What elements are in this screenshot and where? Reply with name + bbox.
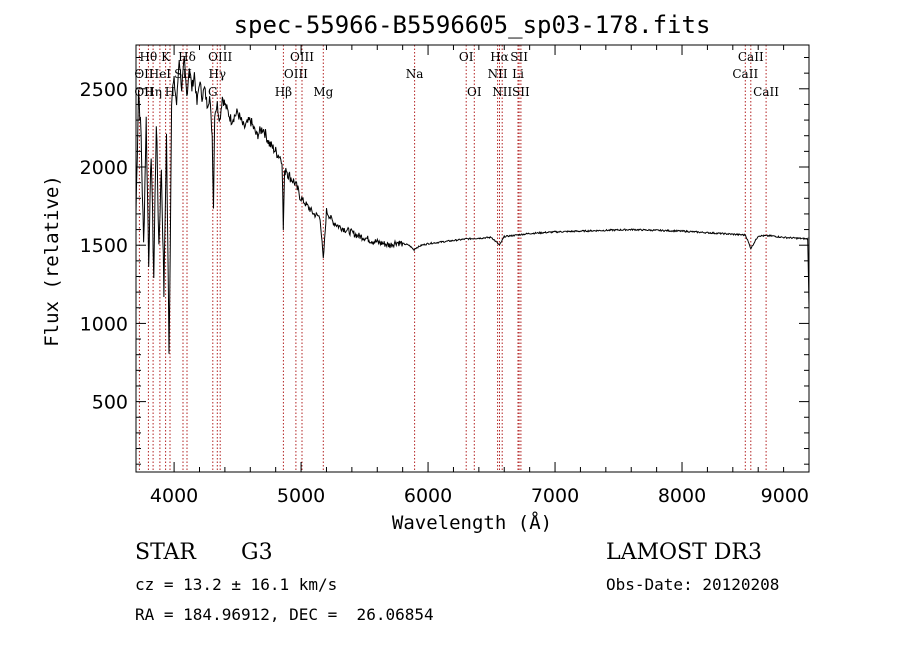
emission-line-label: Hγ (208, 67, 226, 81)
emission-line-label: OI (467, 85, 482, 99)
emission-line-label: Li (512, 67, 524, 81)
emission-line-label: Hθ (140, 50, 158, 64)
y-tick-label: 1500 (80, 235, 128, 257)
emission-line-label: CaII (732, 67, 758, 81)
emission-line-label: SII (512, 85, 530, 99)
emission-line-label: OIII (284, 67, 308, 81)
emission-line-label: H (165, 85, 175, 99)
axis-ticks: 4000 5000 6000 7000 8000 9000 500 1000 1500 2000 2… (80, 45, 810, 507)
emission-line-label: OIII (208, 50, 232, 64)
emission-line-label: HeI (149, 67, 172, 81)
emission-line-markers (138, 45, 767, 472)
emission-line-label: OII (134, 67, 154, 81)
chart-title: spec-55966-B5596605_sp03-178.fits (234, 11, 711, 39)
emission-line-label: K (161, 50, 171, 64)
emission-line-label: Hα (490, 50, 509, 64)
plot-frame (135, 44, 810, 473)
y-tick-label: 2000 (80, 157, 128, 179)
object-class: STAR (135, 540, 196, 565)
emission-line-label: SII (174, 67, 192, 81)
emission-line-label: OIII (290, 50, 314, 64)
series-layer (135, 55, 810, 354)
emission-line-label: Hδ (178, 50, 196, 64)
survey-name: LAMOST DR3 (606, 540, 762, 565)
x-tick-label: 8000 (658, 485, 706, 507)
x-axis-label: Wavelength (Å) (392, 511, 552, 534)
y-tick-label: 2500 (80, 79, 128, 101)
emission-line-label: NII (488, 67, 508, 81)
y-tick-label: 500 (92, 392, 128, 414)
emission-line-label: CaII (738, 50, 764, 64)
emission-line-label: OII (134, 85, 154, 99)
object-subclass: G3 (241, 540, 273, 565)
emission-line-label: SII (510, 50, 528, 64)
emission-line-label: Na (406, 67, 424, 81)
emission-line-label: Hβ (275, 85, 292, 99)
emission-line-label: Hη (144, 85, 162, 99)
y-tick-label: 1000 (80, 313, 128, 335)
spectrum-line (135, 55, 810, 354)
emission-line-label: NII (492, 85, 512, 99)
redshift-readout: cz = 13.2 ± 16.1 km/s (135, 575, 338, 594)
coordinates: RA = 184.96912, DEC = 26.06854 (135, 605, 434, 624)
emission-line-label: OI (459, 50, 474, 64)
obs-date: Obs-Date: 20120208 (606, 575, 780, 594)
x-tick-label: 6000 (404, 485, 452, 507)
x-tick-label: 7000 (531, 485, 579, 507)
y-axis-label: Flux (relative) (41, 175, 63, 347)
emission-line-label: CaII (753, 85, 779, 99)
emission-line-label: G (208, 85, 218, 99)
x-tick-label: 4000 (150, 485, 198, 507)
x-tick-label: 9000 (761, 485, 809, 507)
x-tick-label: 5000 (277, 485, 325, 507)
emission-line-label: Mg (313, 85, 333, 99)
